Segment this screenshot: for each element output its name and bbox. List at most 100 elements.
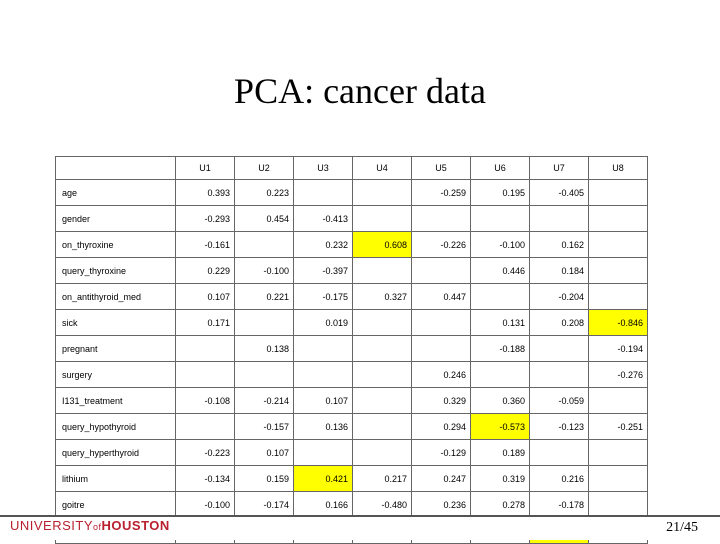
table-row: I131_treatment -0.108 -0.214 0.107 0.329 0.36… [55, 387, 648, 414]
loading-cell: 0.107 [234, 439, 294, 466]
loading-cell [588, 231, 648, 258]
column-header: U5 [411, 156, 471, 180]
loading-cell: 0.136 [293, 413, 353, 440]
loading-cell: 0.247 [411, 465, 471, 492]
loading-cell [234, 231, 294, 258]
row-label: query_hyperthyroid [55, 439, 176, 466]
loading-cell: -0.226 [411, 231, 471, 258]
loading-cell [293, 439, 353, 466]
loading-cell [588, 205, 648, 232]
row-label: on_thyroxine [55, 231, 176, 258]
column-header: U7 [529, 156, 589, 180]
highlighted-loading-cell: -0.573 [470, 413, 530, 440]
table-row: query_thyroxine 0.229 -0.100 -0.397 0.446 0.1… [55, 257, 648, 284]
loading-cell [588, 283, 648, 310]
column-header: U2 [234, 156, 294, 180]
loading-cell: 0.159 [234, 465, 294, 492]
loading-cell: 0.184 [529, 257, 589, 284]
loading-cell: 0.195 [470, 179, 530, 206]
loading-cell: 0.189 [470, 439, 530, 466]
row-label: I131_treatment [55, 387, 176, 414]
pca-loadings-table: U1 U2 U3 U4 U5 U6 U7 U8 age 0.393 0.223 -0.259 0.195… [55, 156, 648, 544]
loading-cell: -0.161 [175, 231, 235, 258]
highlighted-loading-cell: 0.608 [352, 231, 412, 258]
loading-cell: 0.454 [234, 205, 294, 232]
loading-cell: 0.294 [411, 413, 471, 440]
loading-cell [175, 413, 235, 440]
loading-cell [293, 179, 353, 206]
loading-cell [175, 335, 235, 362]
loading-cell [411, 257, 471, 284]
loading-cell [352, 413, 412, 440]
table-row: on_thyroxine -0.161 0.232 0.608 -0.226 -0.100… [55, 231, 648, 258]
table-row: surgery 0.246 -0.276 [55, 361, 648, 388]
loading-cell: -0.397 [293, 257, 353, 284]
highlighted-loading-cell: -0.846 [588, 309, 648, 336]
column-header: U6 [470, 156, 530, 180]
loading-cell: 0.229 [175, 257, 235, 284]
row-label: query_hypothyroid [55, 413, 176, 440]
loading-cell: 0.360 [470, 387, 530, 414]
loading-cell: -0.123 [529, 413, 589, 440]
loading-cell: 0.107 [175, 283, 235, 310]
loading-cell: 0.329 [411, 387, 471, 414]
loading-cell [470, 205, 530, 232]
loading-cell [411, 335, 471, 362]
table-row: query_hypothyroid -0.157 0.136 0.294 -0.573-… [55, 413, 648, 440]
university-logo: UNIVERSITYofHOUSTON [10, 518, 170, 533]
logo-houston-text: HOUSTON [101, 518, 170, 533]
loading-cell [529, 439, 589, 466]
loading-cell: 0.131 [470, 309, 530, 336]
loading-cell [352, 205, 412, 232]
loading-cell: 0.278 [470, 491, 530, 518]
table-row: lithium -0.134 0.159 0.421 0.217 0.247 0.319 0.… [55, 465, 648, 492]
table-header-row: U1 U2 U3 U4 U5 U6 U7 U8 [55, 156, 648, 180]
loading-cell [352, 335, 412, 362]
loading-cell: -0.100 [470, 231, 530, 258]
loading-cell [529, 335, 589, 362]
loading-cell [588, 439, 648, 466]
loading-cell [588, 465, 648, 492]
table-row: sick 0.171 0.019 0.131 0.208 -0.846 [55, 309, 648, 336]
table-row: pregnant 0.138 -0.188 -0.194 [55, 335, 648, 362]
loading-cell [352, 361, 412, 388]
footer-divider [0, 515, 720, 517]
loading-cell [293, 335, 353, 362]
loading-cell: 0.019 [293, 309, 353, 336]
loading-cell: 0.166 [293, 491, 353, 518]
loading-cell: -0.108 [175, 387, 235, 414]
loading-cell [175, 361, 235, 388]
loading-cell [470, 283, 530, 310]
loading-cell: -0.100 [175, 491, 235, 518]
loading-cell [352, 439, 412, 466]
loading-cell [588, 491, 648, 518]
page-number: 21/45 [666, 520, 698, 535]
loading-cell [470, 361, 530, 388]
loading-cell: 0.319 [470, 465, 530, 492]
loading-cell: 0.447 [411, 283, 471, 310]
loading-cell: -0.178 [529, 491, 589, 518]
table-row: on_antithyroid_med 0.107 0.221 -0.175 0.327 0… [55, 283, 648, 310]
loading-cell: -0.100 [234, 257, 294, 284]
loading-cell [352, 179, 412, 206]
row-label: age [55, 179, 176, 206]
row-label: query_thyroxine [55, 257, 176, 284]
loading-cell [352, 309, 412, 336]
loading-cell: -0.223 [175, 439, 235, 466]
loading-cell [234, 309, 294, 336]
loading-cell: -0.174 [234, 491, 294, 518]
loading-cell [234, 361, 294, 388]
loading-cell: -0.134 [175, 465, 235, 492]
row-label: sick [55, 309, 176, 336]
loading-cell: 0.162 [529, 231, 589, 258]
loading-cell: 0.246 [411, 361, 471, 388]
logo-of-text: of [93, 522, 102, 532]
row-label: gender [55, 205, 176, 232]
table-corner-cell [55, 156, 176, 180]
loading-cell: 0.221 [234, 283, 294, 310]
table-row: age 0.393 0.223 -0.259 0.195 -0.405 [55, 179, 648, 206]
row-label: lithium [55, 465, 176, 492]
loading-cell [352, 387, 412, 414]
loading-cell: 0.446 [470, 257, 530, 284]
logo-university-text: UNIVERSITY [10, 518, 94, 533]
